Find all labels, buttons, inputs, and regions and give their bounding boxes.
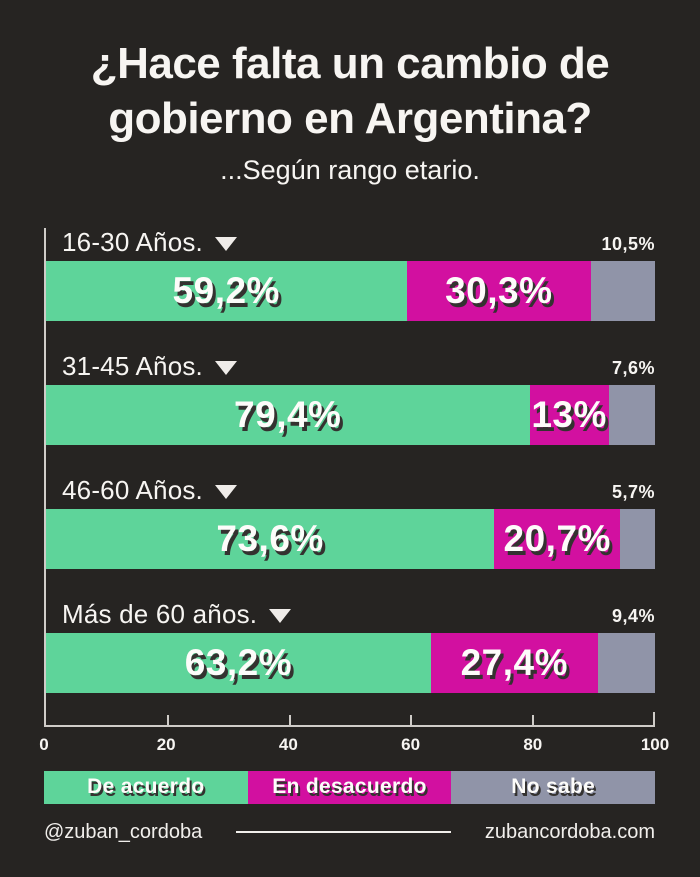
group-header: Más de 60 años. 9,4% [46,598,655,630]
chart-area: 16-30 Años. 10,5% 59,2% 30,3% [39,227,669,757]
page-title: ¿Hace falta un cambio de gobierno en Arg… [0,36,700,147]
age-label-text: 16-30 Años. [62,226,203,257]
legend-item-agree: De acuerdo [44,770,248,804]
legend-label-agree: De acuerdo [87,775,205,799]
footer-divider [236,831,451,834]
group-header: 46-60 Años. 5,7% [46,475,655,506]
stacked-bar: 73,6% 20,7% [46,508,655,569]
agree-value: 63,2% [184,641,293,683]
age-label: Más de 60 años. [62,598,292,630]
axis-tick-100 [653,711,655,725]
nosabe-value-label: 5,7% [611,481,655,502]
x-axis-labels: 0 20 40 60 80 100 [39,727,669,757]
axis-tick-80 [532,714,535,725]
chevron-down-icon [214,485,237,500]
agree-segment: 63,2% [46,632,431,693]
stacked-bar: 59,2% 30,3% [46,260,655,321]
agree-value: 79,4% [234,393,342,435]
disagree-value: 30,3% [445,269,553,311]
legend-item-disagree: En desacuerdo [247,770,452,804]
nosabe-value-label: 9,4% [611,605,655,626]
website-url: zubancordoba.com [484,820,655,843]
disagree-segment: 30,3% [406,260,592,321]
bar-group-31-45: 31-45 Años. 7,6% 79,4% 13% [46,351,655,445]
tick-label-80: 80 [523,734,543,754]
stacked-bar: 79,4% 13% [46,384,655,445]
stacked-bar: 63,2% 27,4% [46,632,655,693]
social-handle: @zuban_cordoba [44,820,203,843]
nosabe-value-label: 7,6% [611,357,655,378]
unknown-segment [597,632,655,693]
age-label: 16-30 Años. [62,227,237,258]
axis-tick-20 [166,714,169,725]
age-label: 46-60 Años. [62,475,237,506]
legend-item-nosabe: No sabe [451,770,656,804]
legend-label-nosabe: No sabe [511,775,596,799]
chevron-down-icon [214,361,237,376]
tick-label-40: 40 [278,734,298,754]
page-subtitle: ...Según rango etario. [220,154,480,185]
age-label-text: 31-45 Años. [62,350,203,381]
bar-group-60-plus: Más de 60 años. 9,4% 63,2% 27,4% [46,598,655,693]
title-line-1: ¿Hace falta un cambio de [90,39,610,88]
agree-segment: 59,2% [46,260,407,321]
footer: @zuban_cordoba zubancordoba.com [44,821,655,844]
disagree-segment: 13% [529,384,609,445]
chevron-down-icon [214,237,237,252]
age-label-text: Más de 60 años. [62,598,258,629]
plot-area: 16-30 Años. 10,5% 59,2% 30,3% [44,227,655,727]
bar-group-46-60: 46-60 Años. 5,7% 73,6% 20,7% [46,475,655,569]
agree-value: 73,6% [216,517,324,559]
legend-label-disagree: En desacuerdo [272,775,427,799]
disagree-segment: 20,7% [494,508,621,569]
age-label-text: 46-60 Años. [62,474,203,505]
tick-label-20: 20 [156,734,176,754]
chevron-down-icon [269,609,292,624]
title-line-2: gobierno en Argentina? [108,94,592,144]
unknown-segment [608,384,655,445]
axis-tick-60 [410,714,413,725]
agree-segment: 79,4% [46,384,530,445]
axis-tick-40 [288,714,291,725]
tick-label-60: 60 [401,734,421,754]
age-label: 31-45 Años. [62,351,237,382]
nosabe-value-label: 10,5% [601,233,655,254]
disagree-value: 13% [531,393,607,435]
group-header: 31-45 Años. 7,6% [46,351,655,382]
unknown-segment [591,260,655,321]
tick-label-0: 0 [39,734,49,754]
agree-value: 59,2% [172,269,280,311]
group-header: 16-30 Años. 10,5% [46,227,655,258]
disagree-value: 27,4% [460,641,569,683]
agree-segment: 73,6% [46,508,495,569]
disagree-segment: 27,4% [430,632,598,693]
unknown-segment [620,508,655,569]
disagree-value: 20,7% [503,517,611,559]
legend: De acuerdo En desacuerdo No sabe [44,770,656,804]
bar-group-16-30: 16-30 Años. 10,5% 59,2% 30,3% [46,227,655,321]
tick-label-100: 100 [640,734,670,754]
